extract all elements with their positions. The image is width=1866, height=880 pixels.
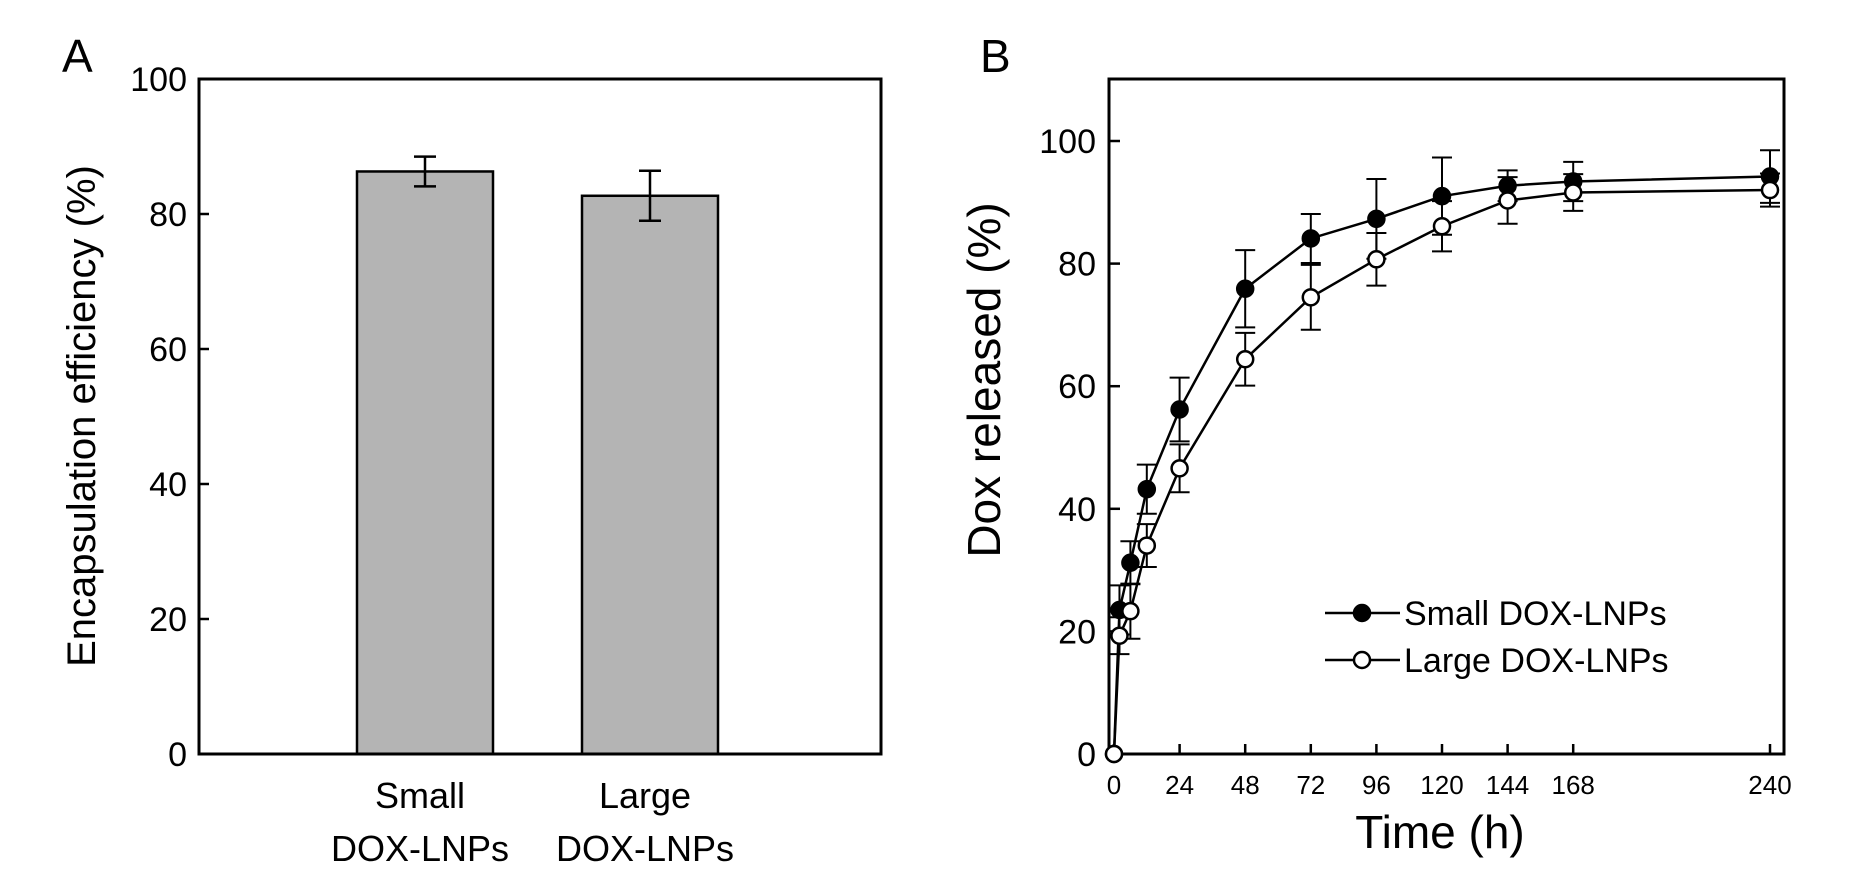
b-legend-marker (1352, 603, 1372, 623)
panel-letter-a: A (62, 30, 93, 82)
b-data-point (1170, 400, 1189, 419)
a-category-label-line2: DOX-LNPs (331, 828, 509, 869)
b-x-tick-label: 24 (1165, 770, 1194, 800)
a-y-axis-title: Encapsulation efficiency (%) (60, 165, 104, 667)
a-y-tick-label: 100 (130, 61, 187, 99)
a-y-tick-label: 0 (168, 736, 187, 774)
b-x-tick-label: 48 (1231, 770, 1260, 800)
b-y-tick-label: 20 (1058, 613, 1096, 651)
b-data-point (1301, 229, 1321, 248)
b-x-tick-label: 144 (1486, 770, 1529, 800)
b-x-tick-label: 168 (1552, 770, 1595, 800)
b-y-tick-label: 80 (1058, 246, 1096, 284)
a-y-tick-label: 60 (149, 331, 187, 369)
a-plot-frame (197, 77, 883, 756)
b-data-point (1110, 626, 1129, 645)
a-y-tick-label: 40 (149, 466, 187, 504)
b-x-tick-label: 0 (1107, 770, 1121, 800)
b-data-point (1760, 180, 1780, 200)
a-bars-layer (355, 155, 720, 756)
b-series-layer (1104, 149, 1780, 764)
b-y-tick-label: 100 (1039, 123, 1096, 161)
a-bar (355, 170, 495, 756)
b-legend: Small DOX-LNPs Large DOX-LNPs (1325, 595, 1669, 680)
a-error-bar (639, 169, 661, 222)
b-y-tick-label: 60 (1058, 368, 1096, 406)
b-y-axis-title: Dox released (%) (958, 202, 1010, 557)
b-x-tick-label: 72 (1296, 770, 1325, 800)
a-y-tick-label: 20 (149, 601, 187, 639)
a-category-label-line1: Small (375, 775, 465, 816)
b-legend-label: Small DOX-LNPs (1404, 595, 1667, 633)
b-series-large (1104, 172, 1780, 764)
a-bar (580, 194, 720, 756)
b-data-point (1121, 553, 1140, 572)
b-data-point (1235, 279, 1255, 298)
b-legend-label: Large DOX-LNPs (1404, 642, 1669, 680)
b-data-point (1498, 191, 1517, 210)
a-x-axis: Small DOX-LNPs Large DOX-LNPs (331, 775, 734, 869)
b-data-point (1563, 183, 1583, 202)
b-x-axis: 0 24 48 72 96 120 144 168 240 (1107, 744, 1792, 800)
b-data-point (1432, 216, 1452, 236)
a-category-label-line1: Large (599, 775, 691, 816)
a-y-tick-label: 80 (149, 196, 187, 234)
b-plot-frame (1107, 77, 1786, 756)
b-data-point (1235, 349, 1255, 369)
b-x-tick-label: 96 (1362, 770, 1391, 800)
panel-letter-b: B (980, 30, 1011, 82)
chart-b: 0 20 40 60 80 100 0 24 48 72 96 120 144 168 240 Dox r… (958, 77, 1792, 858)
b-x-tick-label: 120 (1420, 770, 1463, 800)
b-y-tick-label: 40 (1058, 491, 1096, 529)
b-data-point (1301, 288, 1321, 307)
a-y-axis: 0 20 40 60 80 100 (130, 61, 209, 774)
b-x-axis-title: Time (h) (1355, 806, 1525, 858)
b-data-point (1137, 536, 1157, 555)
b-y-axis: 0 20 40 60 80 100 (1039, 123, 1120, 774)
b-data-point (1367, 250, 1386, 269)
b-data-point (1104, 744, 1124, 764)
a-category-label-line2: DOX-LNPs (556, 828, 734, 869)
b-y-tick-label: 0 (1077, 736, 1096, 774)
b-data-point (1367, 209, 1386, 229)
b-data-point (1170, 459, 1189, 478)
b-x-tick-label: 240 (1748, 770, 1791, 800)
b-data-point (1137, 479, 1157, 499)
a-error-bar (414, 155, 436, 188)
b-data-point (1121, 601, 1140, 621)
b-legend-marker (1352, 650, 1372, 670)
